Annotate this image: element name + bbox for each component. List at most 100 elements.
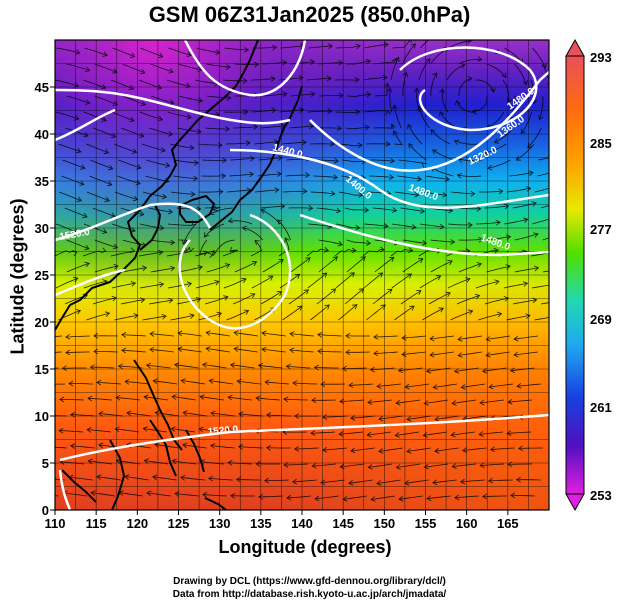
streamline	[517, 383, 542, 387]
contour-label: 1520.0	[59, 227, 91, 243]
streamline-arrowhead	[129, 247, 136, 254]
streamline	[424, 399, 448, 404]
streamline-arrowhead	[270, 76, 276, 82]
streamline-arrowhead	[225, 126, 231, 132]
streamline	[94, 239, 118, 249]
streamline-arrowhead	[366, 91, 372, 98]
streamline-arrowhead	[227, 394, 233, 401]
streamline-arrowhead	[186, 114, 192, 120]
streamline	[174, 493, 199, 497]
streamline-arrowhead	[35, 492, 39, 497]
streamline-arrowhead	[70, 443, 76, 449]
streamline	[205, 127, 230, 130]
streamline-arrowhead	[341, 365, 347, 372]
streamline-arrowhead	[202, 491, 208, 498]
x-tick-label: 130	[209, 516, 231, 531]
streamline-arrowhead	[407, 123, 413, 130]
streamline	[167, 283, 192, 289]
streamline-arrowhead	[180, 475, 186, 481]
streamline-arrowhead	[173, 362, 180, 368]
streamline	[486, 351, 510, 356]
streamline	[335, 111, 360, 114]
streamline-arrowhead	[533, 265, 540, 272]
streamline	[226, 189, 251, 193]
streamline	[461, 383, 486, 388]
streamline	[206, 332, 230, 337]
streamline-arrowhead	[143, 394, 149, 401]
streamline-arrowhead	[76, 147, 82, 154]
streamline-arrowhead	[528, 170, 534, 176]
streamline	[338, 304, 358, 321]
x-tick-label: 165	[497, 516, 519, 531]
streamline	[90, 366, 115, 369]
streamline	[392, 40, 411, 49]
streamline	[234, 63, 259, 65]
streamline	[419, 275, 441, 289]
streamline-arrowhead	[349, 272, 355, 278]
streamline-arrowhead	[241, 277, 247, 284]
streamline	[514, 233, 539, 241]
streamline	[178, 332, 202, 337]
streamline	[424, 463, 449, 468]
streamline-arrowhead	[282, 59, 288, 66]
streamline-arrowhead	[335, 207, 342, 214]
streamline	[68, 476, 93, 481]
streamline-arrowhead	[197, 66, 203, 73]
streamline-arrowhead	[75, 49, 81, 55]
streamline-arrowhead	[121, 332, 127, 338]
streamline	[336, 45, 361, 49]
streamline-arrowhead	[413, 87, 420, 93]
colorbar-label: 277	[590, 222, 612, 237]
contour-1400b	[309, 71, 549, 172]
streamline	[446, 64, 466, 81]
streamline-arrowhead	[482, 493, 488, 500]
streamline	[458, 58, 482, 65]
streamline	[367, 399, 392, 403]
streamline-arrowhead	[210, 443, 216, 449]
streamline	[178, 95, 203, 102]
streamline	[170, 314, 195, 321]
streamline-arrowhead	[460, 478, 466, 485]
streamline-arrowhead	[369, 366, 375, 373]
streamline	[338, 143, 362, 147]
streamline-arrowhead	[398, 495, 404, 502]
streamline-arrowhead	[167, 208, 174, 215]
streamline-arrowhead	[450, 431, 456, 438]
streamline-arrowhead	[354, 77, 360, 83]
streamline-arrowhead	[207, 252, 214, 259]
streamline	[206, 95, 231, 99]
streamline	[512, 299, 537, 305]
streamline-arrowhead	[406, 416, 412, 422]
streamline-arrowhead	[556, 169, 561, 174]
streamline-arrowhead	[411, 224, 417, 230]
streamline-arrowhead	[360, 256, 366, 262]
streamline-arrowhead	[93, 332, 99, 339]
streamline-arrowhead	[435, 275, 442, 281]
streamline	[391, 273, 412, 289]
streamline-arrowhead	[254, 240, 260, 246]
streamline-arrowhead	[289, 347, 295, 354]
streamline-arrowhead	[332, 256, 338, 262]
streamline-arrowhead	[61, 365, 67, 372]
streamline	[342, 367, 367, 369]
streamline	[111, 111, 135, 122]
streamline-arrowhead	[416, 175, 422, 182]
streamline-arrowhead	[392, 104, 398, 110]
streamline-arrowhead	[76, 196, 83, 202]
streamline	[458, 158, 483, 161]
streamline	[112, 47, 135, 58]
streamline-arrowhead	[439, 111, 445, 117]
streamline	[486, 335, 510, 340]
streamline	[362, 77, 387, 81]
streamline-arrowhead	[192, 175, 199, 182]
streamline-arrowhead	[305, 172, 311, 178]
streamline	[138, 251, 163, 257]
streamline-arrowhead	[395, 399, 401, 406]
streamline-arrowhead	[208, 475, 214, 482]
streamline-arrowhead	[111, 295, 117, 302]
streamline-arrowhead	[248, 171, 255, 178]
streamline-arrowhead	[554, 185, 559, 190]
streamline-arrowhead	[432, 149, 438, 155]
streamline	[509, 172, 534, 177]
colorbar-body	[565, 55, 585, 495]
